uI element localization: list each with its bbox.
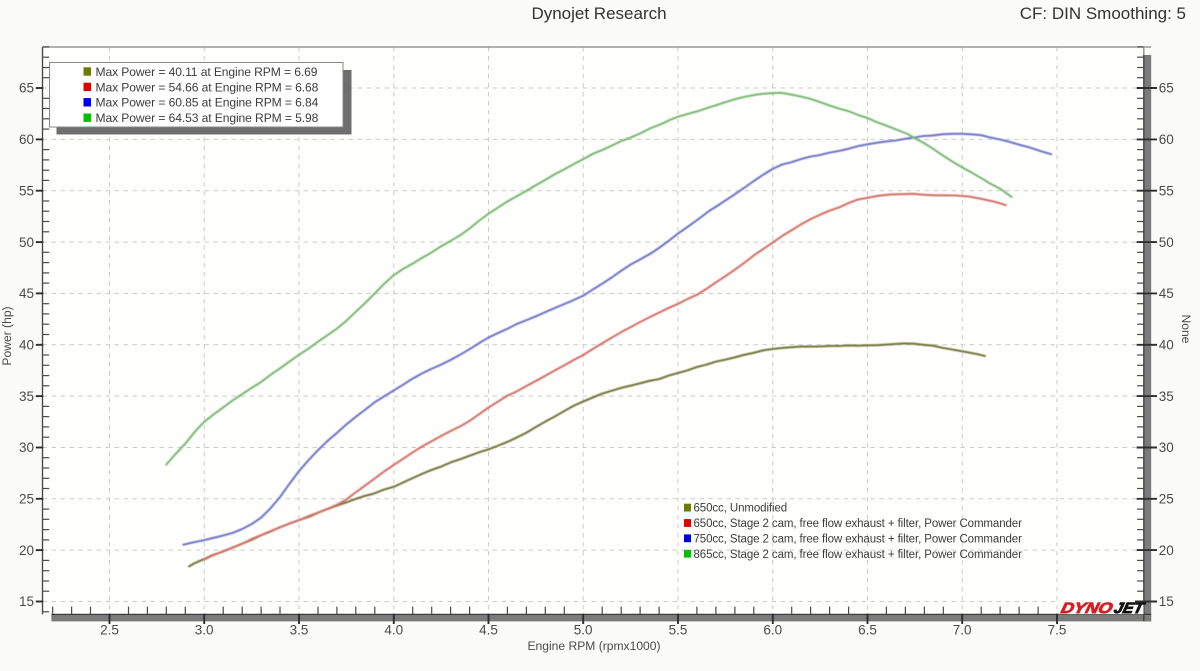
svg-text:35: 35 <box>19 389 34 404</box>
svg-text:JET: JET <box>1112 600 1147 617</box>
svg-text:50: 50 <box>1159 235 1174 250</box>
svg-text:30: 30 <box>19 440 34 455</box>
svg-text:40: 40 <box>1159 337 1174 352</box>
svg-text:50: 50 <box>19 235 34 250</box>
svg-text:6.5: 6.5 <box>858 623 877 638</box>
svg-text:55: 55 <box>19 183 34 198</box>
svg-text:35: 35 <box>1159 389 1174 404</box>
svg-text:Power (hp): Power (hp) <box>0 306 14 365</box>
svg-text:65: 65 <box>19 81 34 96</box>
svg-text:750cc, Stage 2 cam, free flow: 750cc, Stage 2 cam, free flow exhaust + … <box>694 533 1023 545</box>
svg-text:7.5: 7.5 <box>1048 623 1067 638</box>
svg-text:Max Power = 64.53 at Engine RP: Max Power = 64.53 at Engine RPM = 5.98 <box>96 111 319 125</box>
svg-text:4.0: 4.0 <box>384 623 403 638</box>
svg-text:20: 20 <box>1159 543 1174 558</box>
svg-text:60: 60 <box>19 132 34 147</box>
svg-text:15: 15 <box>1159 594 1174 609</box>
svg-text:5.5: 5.5 <box>669 623 688 638</box>
svg-text:65: 65 <box>1159 81 1174 96</box>
svg-text:Max Power = 40.11 at Engine RP: Max Power = 40.11 at Engine RPM = 6.69 <box>96 65 318 79</box>
svg-text:Max Power = 54.66 at Engine RP: Max Power = 54.66 at Engine RPM = 6.68 <box>96 80 319 94</box>
svg-text:DYNO: DYNO <box>1059 600 1114 617</box>
svg-text:40: 40 <box>19 337 34 352</box>
svg-text:2.5: 2.5 <box>100 623 119 638</box>
svg-text:7.0: 7.0 <box>953 623 972 638</box>
svg-text:CF: DIN Smoothing: 5: CF: DIN Smoothing: 5 <box>1020 4 1186 23</box>
svg-text:45: 45 <box>19 286 34 301</box>
svg-text:865cc, Stage 2 cam, free flow: 865cc, Stage 2 cam, free flow exhaust + … <box>694 549 1023 561</box>
svg-text:25: 25 <box>19 492 34 507</box>
svg-text:6.0: 6.0 <box>763 623 782 638</box>
svg-text:3.5: 3.5 <box>290 623 309 638</box>
svg-text:5.0: 5.0 <box>574 623 593 638</box>
svg-text:3.0: 3.0 <box>195 623 214 638</box>
svg-text:20: 20 <box>19 543 34 558</box>
svg-text:Engine RPM (rpmx1000): Engine RPM (rpmx1000) <box>527 639 660 653</box>
svg-text:4.5: 4.5 <box>479 623 498 638</box>
svg-text:30: 30 <box>1159 440 1174 455</box>
svg-text:25: 25 <box>1159 492 1174 507</box>
svg-text:Max Power = 60.85 at Engine RP: Max Power = 60.85 at Engine RPM = 6.84 <box>96 96 319 110</box>
svg-text:650cc, Stage 2 cam, free flow: 650cc, Stage 2 cam, free flow exhaust + … <box>694 518 1023 530</box>
svg-text:45: 45 <box>1159 286 1174 301</box>
svg-text:650cc, Unmodified: 650cc, Unmodified <box>694 503 788 515</box>
svg-text:Dynojet Research: Dynojet Research <box>531 4 666 23</box>
svg-text:55: 55 <box>1159 183 1174 198</box>
svg-text:None: None <box>1179 315 1193 344</box>
svg-text:60: 60 <box>1159 132 1174 147</box>
svg-text:15: 15 <box>19 594 34 609</box>
